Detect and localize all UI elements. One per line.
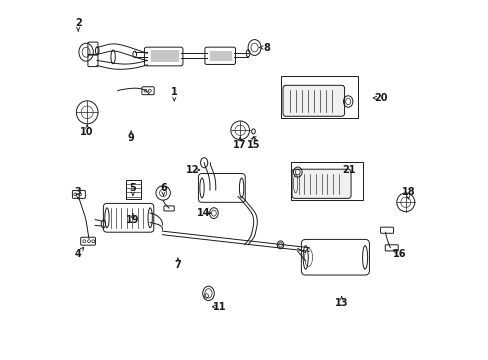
Text: 3: 3: [75, 186, 81, 197]
Text: 2: 2: [75, 18, 81, 28]
Text: 16: 16: [392, 249, 406, 259]
FancyBboxPatch shape: [291, 169, 350, 198]
Text: 12: 12: [185, 165, 199, 175]
Text: 14: 14: [197, 208, 210, 218]
Bar: [290, 162, 362, 200]
Text: 9: 9: [127, 132, 134, 143]
Text: 7: 7: [174, 260, 181, 270]
FancyBboxPatch shape: [283, 85, 344, 116]
Text: 5: 5: [129, 183, 136, 193]
Text: 1: 1: [171, 87, 177, 97]
Text: 13: 13: [334, 298, 348, 308]
Text: 18: 18: [401, 186, 414, 197]
Text: 6: 6: [160, 183, 166, 193]
Text: 20: 20: [374, 93, 387, 103]
Text: 19: 19: [126, 215, 140, 225]
Text: 8: 8: [263, 42, 270, 53]
Text: 17: 17: [233, 140, 246, 150]
Text: 21: 21: [342, 165, 355, 175]
Text: 11: 11: [213, 302, 226, 312]
Bar: [126, 180, 141, 199]
Text: 4: 4: [75, 249, 81, 259]
Bar: [280, 76, 357, 118]
Text: 10: 10: [80, 127, 94, 138]
Text: 15: 15: [246, 140, 260, 150]
